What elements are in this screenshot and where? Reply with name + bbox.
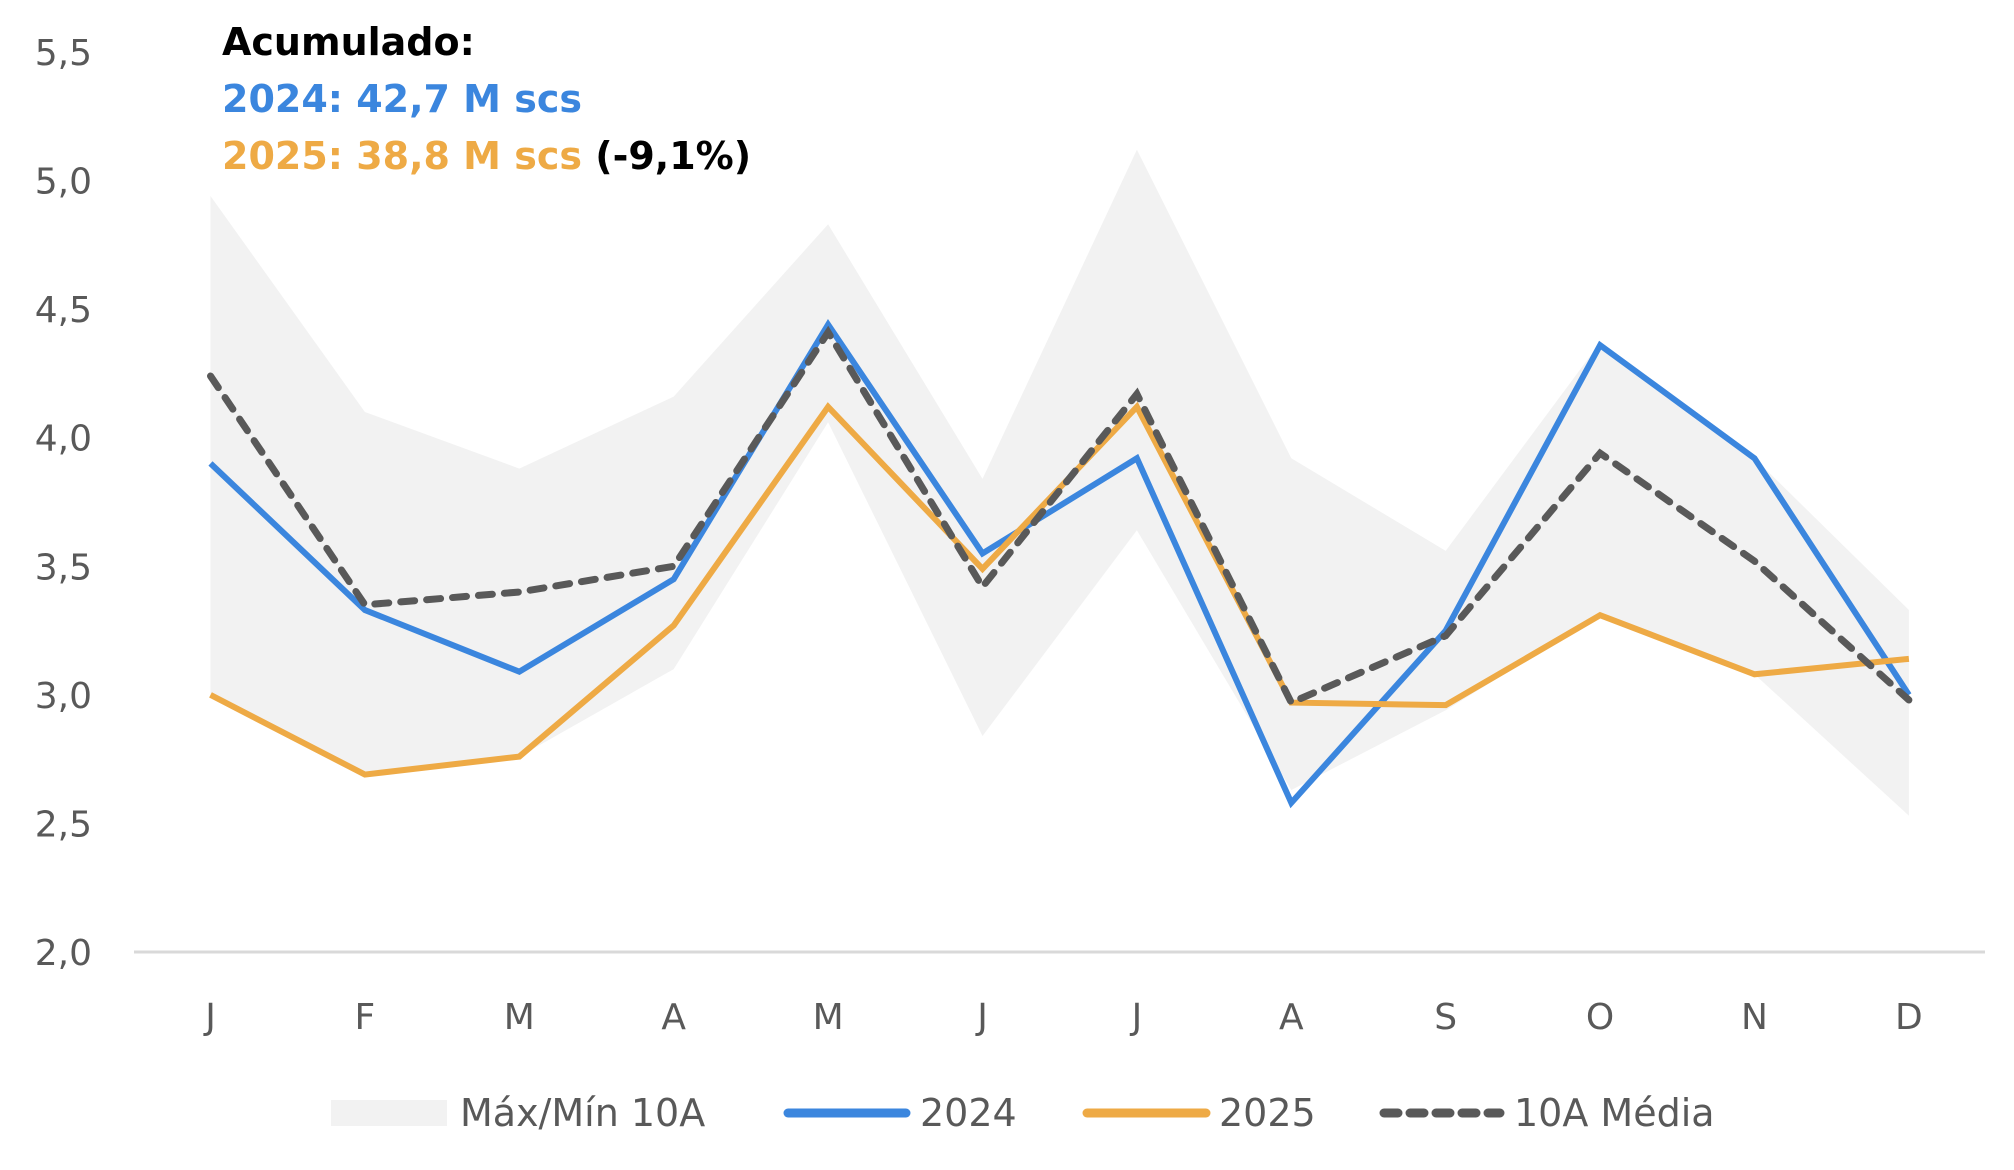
x-tick-label: A <box>1279 997 1304 1038</box>
y-tick-label: 4,5 <box>35 290 92 331</box>
series-line-2025 <box>209 401 1910 778</box>
legend-label-2024: 2024 <box>920 1091 1017 1135</box>
y-tick-label: 4,0 <box>35 419 92 460</box>
x-tick-label: F <box>355 997 376 1038</box>
y-tick-label: 3,0 <box>35 676 92 717</box>
y-tick-label: 5,0 <box>35 162 92 203</box>
annotation-2025-total: 2025: 38,8 M scs <box>222 134 582 178</box>
x-tick-label: A <box>661 997 686 1038</box>
series-line-10a-m-dia <box>207 325 1913 708</box>
series-line-2024 <box>208 319 1912 809</box>
series-layer <box>207 319 1913 809</box>
legend: Máx/Mín 10A 2024 2025 10A Média <box>331 1091 1715 1135</box>
x-tick-label: N <box>1741 997 1768 1038</box>
x-tick-label: D <box>1895 997 1923 1038</box>
max-min-band-layer <box>210 149 1909 816</box>
annotation-title: Acumulado: <box>222 20 475 64</box>
x-tick-label: S <box>1434 997 1457 1038</box>
annotation-2024-total: 2024: 42,7 M scs <box>222 77 582 121</box>
y-tick-label: 3,5 <box>35 547 92 588</box>
legend-label-10a-m-dia: 10A Média <box>1514 1091 1715 1135</box>
x-tick-label: J <box>975 997 988 1038</box>
y-tick-label: 2,0 <box>35 933 92 974</box>
annotation-change-percent: (-9,1%) <box>595 134 752 178</box>
x-tick-label: J <box>203 997 216 1038</box>
annotation-2025-row: 2025: 38,8 M scs (-9,1%) <box>222 128 751 185</box>
x-tick-label: M <box>504 997 535 1038</box>
legend-label-max-min: Máx/Mín 10A <box>460 1091 705 1135</box>
y-tick-label: 5,5 <box>35 33 92 74</box>
x-tick-label: M <box>813 997 844 1038</box>
x-tick-label: O <box>1586 997 1614 1038</box>
y-tick-label: 2,5 <box>35 804 92 845</box>
legend-swatch-max-min <box>331 1100 447 1126</box>
x-tick-label: J <box>1130 997 1143 1038</box>
y-axis-ticks: 2,0 2,5 3,0 3,5 4,0 4,5 5,0 5,5 <box>35 33 92 974</box>
legend-label-2025: 2025 <box>1219 1091 1316 1135</box>
max-min-band <box>210 149 1909 816</box>
